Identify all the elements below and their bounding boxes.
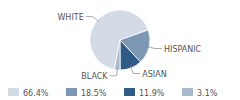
legend-label: 3.1% xyxy=(197,89,218,98)
leader-line xyxy=(130,66,140,74)
chart: WHITE HISPANIC ASIAN BLACK 66.4% 18.5% 11.9% 3.… xyxy=(0,0,240,100)
legend-label: 66.4% xyxy=(23,89,49,98)
legend-label: 11.9% xyxy=(139,89,165,98)
pie-slice xyxy=(114,40,120,70)
slice-labels: WHITE HISPANIC ASIAN BLACK xyxy=(57,13,201,81)
slice-label: ASIAN xyxy=(142,70,166,79)
pie-slice xyxy=(120,40,140,70)
legend: 66.4% 18.5% 11.9% 3.1% xyxy=(8,88,218,98)
legend-label: 18.5% xyxy=(81,89,107,98)
legend-swatch xyxy=(66,88,77,96)
slice-label: HISPANIC xyxy=(164,45,202,54)
slices xyxy=(90,10,150,70)
leader-line xyxy=(86,17,99,22)
slice-label: BLACK xyxy=(81,72,108,81)
legend-swatch xyxy=(8,88,19,96)
legend-swatch xyxy=(182,88,193,96)
leader-line xyxy=(110,68,118,76)
legend-swatch xyxy=(124,88,135,96)
leader-line xyxy=(147,47,162,49)
slice-label: WHITE xyxy=(57,13,83,22)
